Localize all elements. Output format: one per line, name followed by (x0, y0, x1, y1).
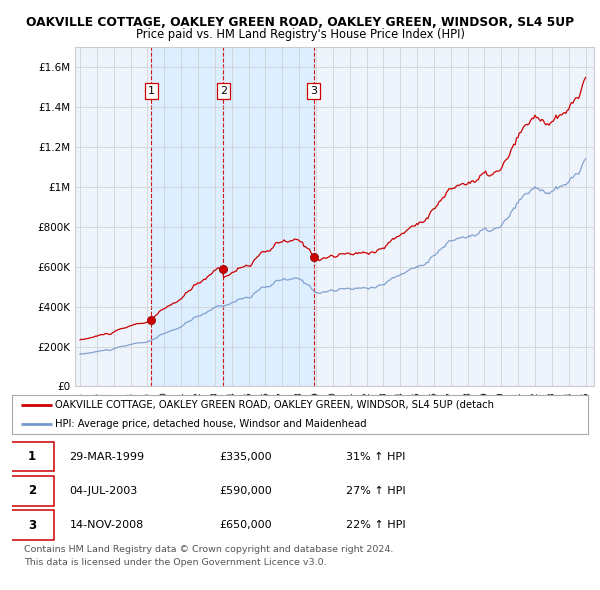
Text: HPI: Average price, detached house, Windsor and Maidenhead: HPI: Average price, detached house, Wind… (55, 419, 367, 429)
Text: 1: 1 (148, 86, 155, 96)
Bar (151, 47, 223, 386)
Text: £650,000: £650,000 (220, 520, 272, 530)
Text: 14-NOV-2008: 14-NOV-2008 (70, 520, 144, 530)
Point (218, 264, 228, 273)
Text: Price paid vs. HM Land Registry's House Price Index (HPI): Price paid vs. HM Land Registry's House … (136, 28, 464, 41)
Text: 1: 1 (28, 450, 36, 463)
Text: £590,000: £590,000 (220, 486, 272, 496)
Text: 29-MAR-1999: 29-MAR-1999 (70, 452, 145, 461)
Text: 2: 2 (220, 86, 227, 96)
Text: 3: 3 (28, 519, 36, 532)
Point (309, 252, 319, 261)
Text: This data is licensed under the Open Government Licence v3.0.: This data is licensed under the Open Gov… (24, 558, 326, 567)
Text: Contains HM Land Registry data © Crown copyright and database right 2024.: Contains HM Land Registry data © Crown c… (24, 545, 394, 554)
FancyBboxPatch shape (11, 476, 54, 506)
Text: 22% ↑ HPI: 22% ↑ HPI (346, 520, 406, 530)
Text: 3: 3 (310, 86, 317, 96)
FancyBboxPatch shape (11, 442, 54, 471)
Text: 2: 2 (28, 484, 36, 497)
Text: £335,000: £335,000 (220, 452, 272, 461)
Bar (223, 47, 314, 386)
Text: 31% ↑ HPI: 31% ↑ HPI (346, 452, 406, 461)
Text: OAKVILLE COTTAGE, OAKLEY GREEN ROAD, OAKLEY GREEN, WINDSOR, SL4 5UP (detach: OAKVILLE COTTAGE, OAKLEY GREEN ROAD, OAK… (55, 400, 494, 410)
Text: 04-JUL-2003: 04-JUL-2003 (70, 486, 138, 496)
Text: 27% ↑ HPI: 27% ↑ HPI (346, 486, 406, 496)
Point (146, 315, 156, 324)
FancyBboxPatch shape (11, 510, 54, 540)
Text: OAKVILLE COTTAGE, OAKLEY GREEN ROAD, OAKLEY GREEN, WINDSOR, SL4 5UP: OAKVILLE COTTAGE, OAKLEY GREEN ROAD, OAK… (26, 16, 574, 29)
